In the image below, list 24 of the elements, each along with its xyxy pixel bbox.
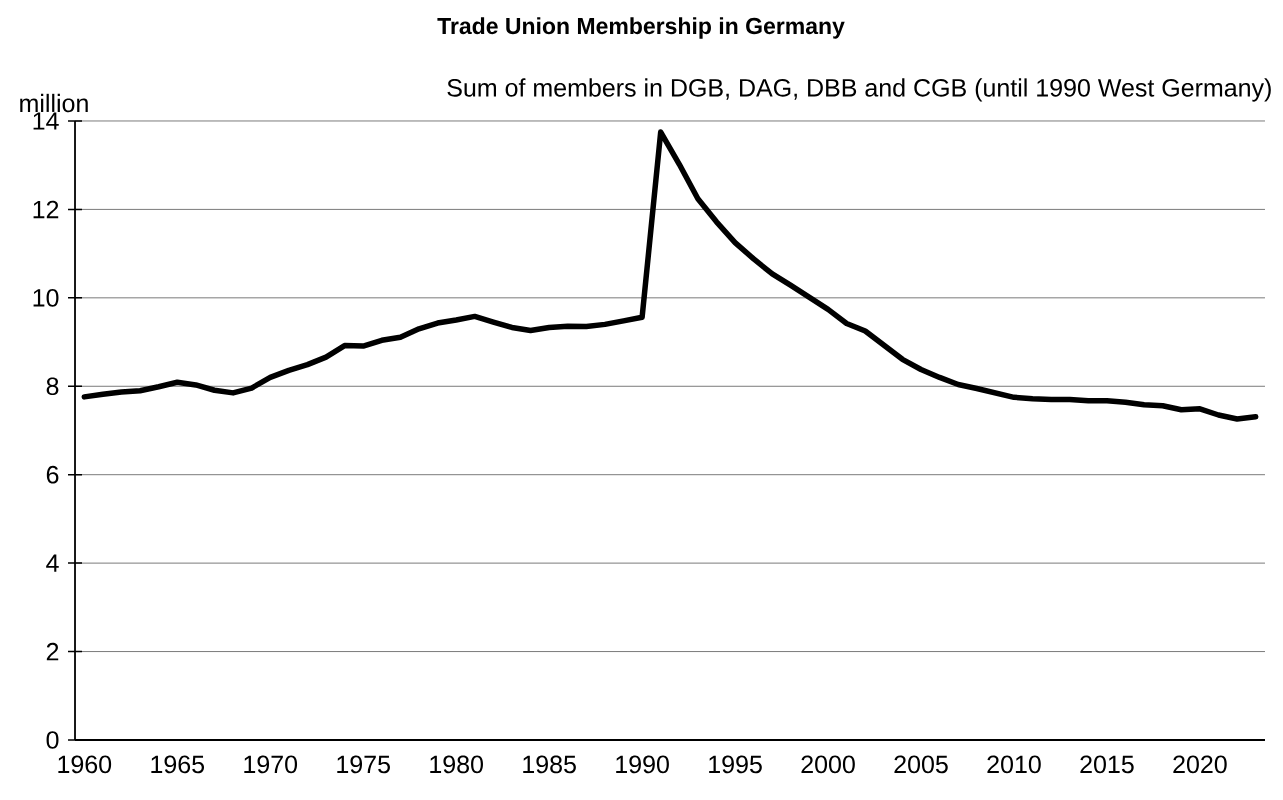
y-tick-label: 4: [46, 554, 59, 572]
chart-subtitle: Sum of members in DGB, DAG, DBB and CGB (until 1990 West Germany): [447, 78, 1271, 102]
x-tick-label: 1975: [337, 755, 390, 774]
x-tick-label: 1980: [430, 755, 483, 774]
x-tick-label: 2000: [801, 755, 855, 774]
x-tick-label: 1990: [616, 755, 669, 774]
chart-title: Trade Union Membership in Germany: [437, 17, 845, 39]
x-tick-label: 1995: [709, 755, 762, 774]
x-tick-label: 1960: [58, 755, 112, 774]
x-tick-label: 1970: [244, 755, 298, 774]
y-tick-label: 10: [33, 288, 59, 307]
y-tick-label: 2: [46, 642, 59, 661]
y-tick-label: 14: [33, 112, 59, 130]
x-tick-label: 1965: [151, 755, 205, 774]
x-tick-label: 2005: [894, 755, 948, 774]
x-tick-label: 1985: [523, 755, 576, 774]
y-tick-label: 12: [33, 200, 59, 219]
x-tick-label: 2015: [1080, 755, 1134, 774]
y-tick-label: 6: [46, 465, 59, 484]
x-tick-label: 2010: [987, 755, 1041, 774]
y-axis-title: million: [20, 93, 88, 113]
y-tick-label: 0: [46, 731, 59, 749]
x-tick-label: 2020: [1173, 755, 1227, 774]
y-tick-label: 8: [46, 377, 59, 396]
